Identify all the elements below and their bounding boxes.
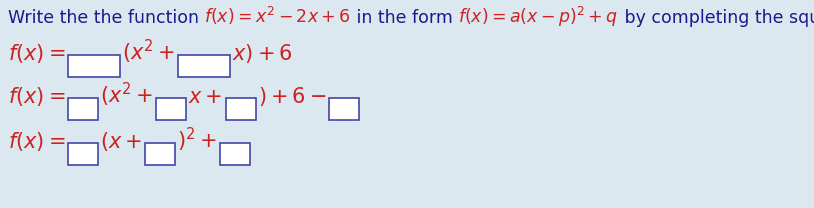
Text: $f(x) =$: $f(x) =$	[8, 130, 65, 153]
Text: by completing the square:: by completing the square:	[619, 9, 814, 27]
Text: $)^2 +$: $)^2 +$	[177, 126, 217, 154]
FancyBboxPatch shape	[220, 143, 250, 165]
Text: $x) + 6$: $x) + 6$	[232, 42, 293, 65]
Text: $f(x) =$: $f(x) =$	[8, 85, 65, 108]
Text: Write the the function: Write the the function	[8, 9, 204, 27]
Text: $f(x) = a(x-p)^2 + q$: $f(x) = a(x-p)^2 + q$	[458, 5, 619, 29]
FancyBboxPatch shape	[329, 98, 359, 120]
Text: $x +$: $x +$	[188, 87, 222, 107]
FancyBboxPatch shape	[225, 98, 256, 120]
FancyBboxPatch shape	[68, 55, 120, 77]
Text: in the form: in the form	[351, 9, 458, 27]
Text: $(x^2 +$: $(x^2 +$	[122, 38, 175, 66]
FancyBboxPatch shape	[146, 143, 175, 165]
FancyBboxPatch shape	[178, 55, 230, 77]
Text: $) + 6 -$: $) + 6 -$	[257, 85, 326, 108]
FancyBboxPatch shape	[68, 98, 98, 120]
FancyBboxPatch shape	[68, 143, 98, 165]
FancyBboxPatch shape	[156, 98, 186, 120]
Text: $(x +$: $(x +$	[100, 130, 142, 153]
Text: $f(x) =$: $f(x) =$	[8, 42, 65, 65]
Text: $(x^2 +$: $(x^2 +$	[100, 80, 153, 109]
Text: $f(x) = x^2 - 2x + 6$: $f(x) = x^2 - 2x + 6$	[204, 5, 351, 27]
